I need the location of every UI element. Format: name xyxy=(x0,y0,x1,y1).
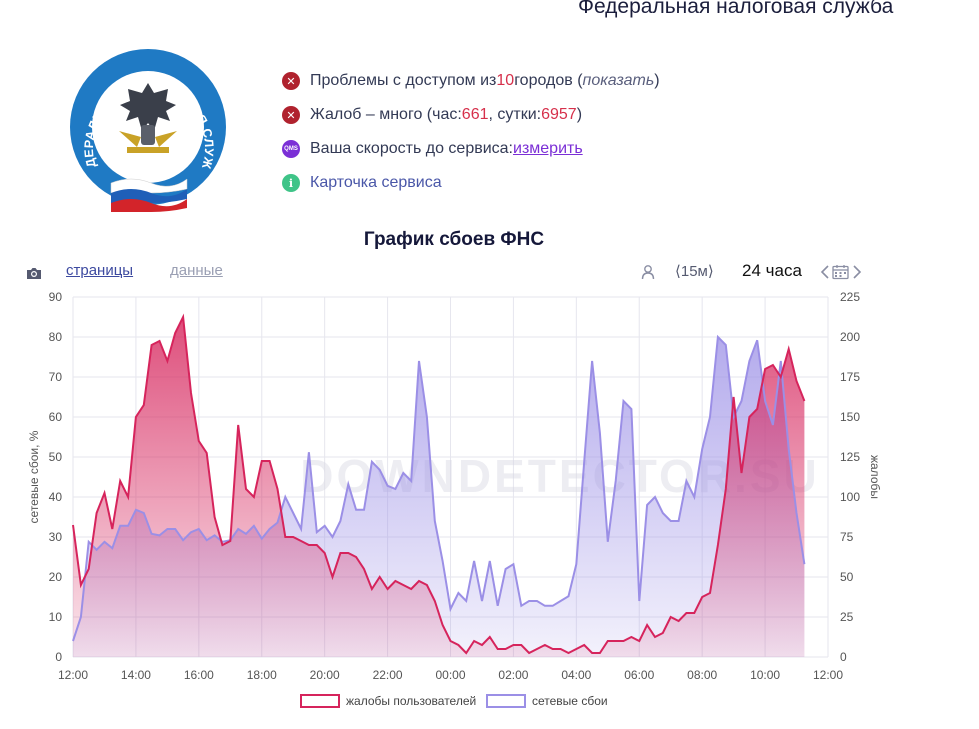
x-tick: 06:00 xyxy=(624,668,654,682)
interval-selector[interactable]: ⟨15м⟩ xyxy=(675,263,714,280)
calendar-icon xyxy=(832,265,849,280)
qms-icon: QMS xyxy=(282,140,300,158)
y-tick-right: 100 xyxy=(840,490,860,504)
y-tick-right: 225 xyxy=(840,290,860,304)
legend-label-complaints: жалобы пользователей xyxy=(346,694,476,708)
y-tick-left: 60 xyxy=(49,410,63,424)
y-tick-left: 90 xyxy=(49,290,63,304)
user-icon[interactable] xyxy=(641,264,655,280)
y-tick-left: 80 xyxy=(49,330,63,344)
y-tick-right: 200 xyxy=(840,330,860,344)
y-tick-left: 70 xyxy=(49,370,63,384)
series-outages-line xyxy=(72,334,806,642)
y-tick-right: 0 xyxy=(840,650,847,664)
info-icon: i xyxy=(282,174,300,192)
fns-logo: ФЕДЕРАЛЬНАЯ НАЛОГОВАЯ СЛУЖБА xyxy=(67,47,226,212)
y-tick-left: 50 xyxy=(49,450,63,464)
tab-pages[interactable]: страницы xyxy=(66,262,134,279)
measure-speed-link[interactable]: измерить xyxy=(513,140,583,157)
x-tick: 14:00 xyxy=(121,668,151,682)
series-complaints-area xyxy=(73,317,805,657)
page-title: Федеральная налоговая служба xyxy=(578,0,894,18)
y-tick-left: 0 xyxy=(55,650,62,664)
x-tick: 00:00 xyxy=(435,668,465,682)
chart-title: График сбоев ФНС xyxy=(363,229,545,250)
x-tick: 22:00 xyxy=(373,668,403,682)
y-tick-left: 40 xyxy=(49,490,63,504)
y-tick-right: 25 xyxy=(840,610,854,624)
x-tick: 12:00 xyxy=(813,668,843,682)
y-tick-left: 30 xyxy=(49,530,63,544)
show-cities-link[interactable]: показать xyxy=(582,72,655,89)
y-tick-right: 175 xyxy=(840,370,860,384)
chevron-left-icon xyxy=(820,265,829,279)
x-tick: 10:00 xyxy=(750,668,780,682)
status-complaints: ✕ Жалоб – много (час: 661, сутки: 6957) xyxy=(282,98,660,132)
series-outages-area xyxy=(73,337,805,657)
x-tick: 18:00 xyxy=(247,668,277,682)
x-tick: 20:00 xyxy=(310,668,340,682)
status-service-card: i Карточка сервиса xyxy=(282,166,660,200)
x-tick: 08:00 xyxy=(687,668,717,682)
y-tick-right: 150 xyxy=(840,410,860,424)
status-access-problems: ✕ Проблемы с доступом из 10 городов (пок… xyxy=(282,64,660,98)
y-axis-label-left: сетевые сбои, % xyxy=(27,430,41,523)
error-icon: ✕ xyxy=(282,106,300,124)
legend-label-outages: сетевые сбои xyxy=(532,694,608,708)
status-list: ✕ Проблемы с доступом из 10 городов (пок… xyxy=(282,64,660,200)
y-tick-left: 10 xyxy=(49,610,63,624)
service-card-link[interactable]: Карточка сервиса xyxy=(310,174,442,191)
x-tick: 02:00 xyxy=(498,668,528,682)
x-tick: 12:00 xyxy=(58,668,88,682)
date-navigator[interactable] xyxy=(820,264,862,280)
legend-swatch-outages xyxy=(486,694,526,708)
legend-swatch-complaints xyxy=(300,694,340,708)
series-complaints-line xyxy=(72,313,806,655)
y-axis-label-right: жалобы xyxy=(868,455,882,499)
x-tick: 16:00 xyxy=(184,668,214,682)
watermark: DOWNDETECTOR.SU xyxy=(300,450,820,502)
camera-icon[interactable] xyxy=(26,266,42,280)
y-tick-right: 75 xyxy=(840,530,854,544)
y-tick-right: 125 xyxy=(840,450,860,464)
y-tick-right: 50 xyxy=(840,570,854,584)
x-tick: 04:00 xyxy=(561,668,591,682)
chevron-right-icon xyxy=(853,265,862,279)
y-tick-left: 20 xyxy=(49,570,63,584)
tab-data[interactable]: данные xyxy=(170,262,223,279)
range-label[interactable]: 24 часа xyxy=(742,261,802,280)
error-icon: ✕ xyxy=(282,72,300,90)
status-speed: QMS Ваша скорость до сервиса: измерить xyxy=(282,132,660,166)
